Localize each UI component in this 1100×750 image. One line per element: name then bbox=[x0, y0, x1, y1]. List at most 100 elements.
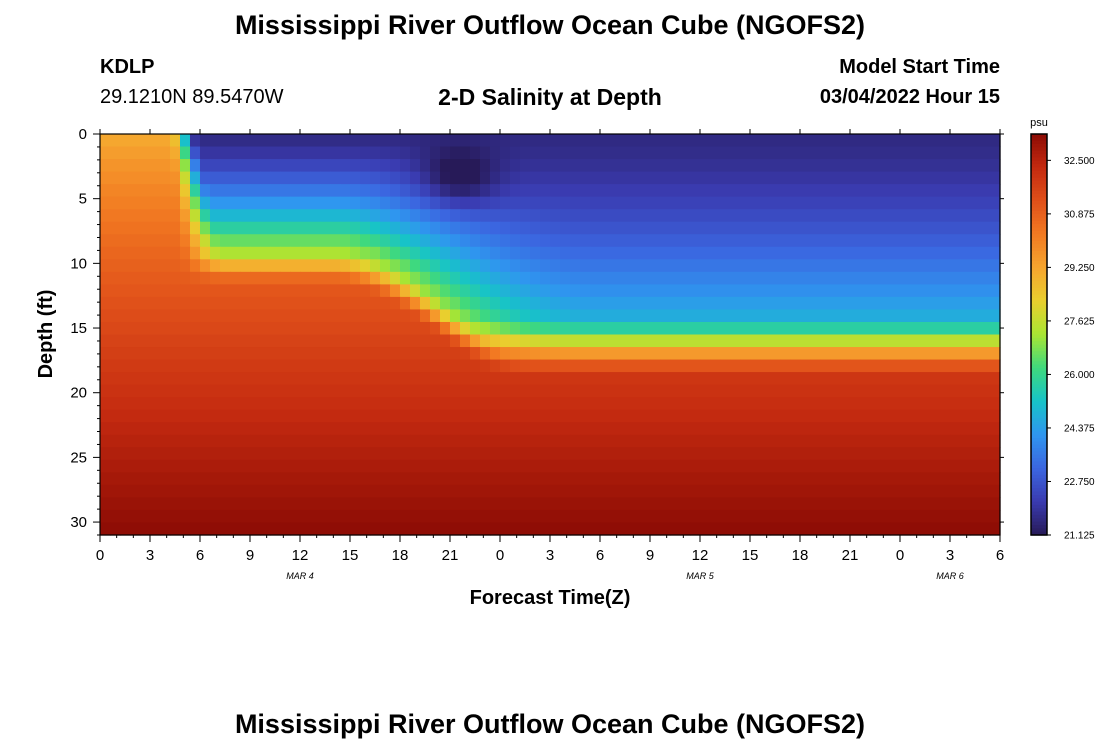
heatmap-cell bbox=[800, 146, 811, 160]
heatmap-cell bbox=[130, 447, 141, 461]
heatmap-cell bbox=[520, 209, 531, 223]
heatmap-cell bbox=[670, 134, 681, 148]
heatmap-cell bbox=[940, 334, 951, 348]
heatmap-cell bbox=[190, 397, 201, 411]
heatmap-cell bbox=[460, 234, 471, 248]
date-label: MAR 5 bbox=[686, 571, 715, 581]
heatmap-cell bbox=[540, 171, 551, 185]
heatmap-cell bbox=[530, 409, 541, 423]
heatmap-cell bbox=[430, 134, 441, 148]
heatmap-cell bbox=[990, 171, 1001, 185]
heatmap-cell bbox=[830, 284, 841, 298]
heatmap-cell bbox=[560, 372, 571, 386]
heatmap-cell bbox=[580, 246, 591, 260]
heatmap-cell bbox=[320, 397, 331, 411]
heatmap-cell bbox=[270, 497, 281, 511]
heatmap-cell bbox=[970, 447, 981, 461]
heatmap-cell bbox=[270, 472, 281, 486]
heatmap-cell bbox=[520, 309, 531, 323]
heatmap-cell bbox=[350, 284, 361, 298]
heatmap-cell bbox=[390, 246, 401, 260]
heatmap-cell bbox=[660, 409, 671, 423]
heatmap-cell bbox=[500, 221, 511, 235]
heatmap-cell bbox=[560, 434, 571, 448]
heatmap-cell bbox=[700, 209, 711, 223]
heatmap-cell bbox=[660, 159, 671, 173]
heatmap-cell bbox=[690, 497, 701, 511]
heatmap-cell bbox=[460, 434, 471, 448]
heatmap-cell bbox=[540, 209, 551, 223]
heatmap-cell bbox=[450, 171, 461, 185]
colorbar-segment bbox=[1031, 471, 1047, 476]
heatmap-cell bbox=[300, 146, 311, 160]
heatmap-cell bbox=[690, 284, 701, 298]
heatmap-cell bbox=[610, 284, 621, 298]
heatmap-cell bbox=[810, 134, 821, 148]
heatmap-cell bbox=[200, 184, 211, 198]
heatmap-cell bbox=[910, 146, 921, 160]
heatmap-cell bbox=[310, 284, 321, 298]
heatmap-cell bbox=[510, 221, 521, 235]
heatmap-cell bbox=[770, 522, 781, 536]
heatmap-cell bbox=[470, 159, 481, 173]
heatmap-cell bbox=[400, 159, 411, 173]
heatmap-cell bbox=[870, 321, 881, 336]
heatmap-cell bbox=[160, 359, 171, 373]
heatmap-cell bbox=[330, 221, 341, 235]
heatmap-cell bbox=[260, 159, 271, 173]
heatmap-cell bbox=[220, 484, 231, 499]
heatmap-cell bbox=[830, 184, 841, 198]
heatmap-cell bbox=[660, 384, 671, 398]
heatmap-cell bbox=[250, 347, 261, 361]
heatmap-cell bbox=[500, 209, 511, 223]
heatmap-cell bbox=[320, 509, 331, 524]
heatmap-cell bbox=[570, 409, 581, 423]
heatmap-cell bbox=[730, 372, 741, 386]
heatmap-cell bbox=[860, 321, 871, 336]
heatmap-cell bbox=[520, 184, 531, 198]
heatmap-cell bbox=[580, 359, 591, 373]
heatmap-cell bbox=[680, 284, 691, 298]
heatmap-cell bbox=[920, 221, 931, 235]
heatmap-cell bbox=[990, 184, 1001, 198]
heatmap-cell bbox=[710, 447, 721, 461]
heatmap-cell bbox=[110, 434, 121, 448]
heatmap-cell bbox=[180, 134, 191, 148]
heatmap-cell bbox=[740, 459, 751, 473]
y-tick-label: 10 bbox=[70, 255, 87, 272]
heatmap-cell bbox=[150, 522, 161, 536]
heatmap-cell bbox=[650, 372, 661, 386]
heatmap-cell bbox=[700, 447, 711, 461]
heatmap-cell bbox=[100, 184, 111, 198]
colorbar-segment bbox=[1031, 331, 1047, 336]
heatmap-cell bbox=[750, 159, 761, 173]
heatmap-cell bbox=[550, 271, 561, 285]
heatmap-cell bbox=[420, 309, 431, 323]
heatmap-cell bbox=[670, 196, 681, 210]
heatmap-cell bbox=[890, 409, 901, 423]
heatmap-cell bbox=[770, 196, 781, 210]
heatmap-cell bbox=[560, 284, 571, 298]
heatmap-cell bbox=[810, 184, 821, 198]
heatmap-cell bbox=[830, 259, 841, 273]
heatmap-cell bbox=[500, 234, 511, 248]
heatmap-cell bbox=[990, 309, 1001, 323]
heatmap-cell bbox=[200, 209, 211, 223]
heatmap-cell bbox=[290, 472, 301, 486]
heatmap-cell bbox=[480, 146, 491, 160]
heatmap-cell bbox=[720, 234, 731, 248]
heatmap-cell bbox=[420, 472, 431, 486]
heatmap-cell bbox=[810, 321, 821, 336]
heatmap-cell bbox=[590, 171, 601, 185]
heatmap-cell bbox=[810, 509, 821, 524]
heatmap-cell bbox=[380, 271, 391, 285]
heatmap-cell bbox=[690, 159, 701, 173]
heatmap-cell bbox=[880, 397, 891, 411]
colorbar-segment bbox=[1031, 391, 1047, 396]
heatmap-cell bbox=[880, 359, 891, 373]
heatmap-cell bbox=[880, 347, 891, 361]
heatmap-cell bbox=[510, 447, 521, 461]
heatmap-cell bbox=[110, 347, 121, 361]
heatmap-cell bbox=[990, 146, 1001, 160]
heatmap-cell bbox=[310, 522, 321, 536]
